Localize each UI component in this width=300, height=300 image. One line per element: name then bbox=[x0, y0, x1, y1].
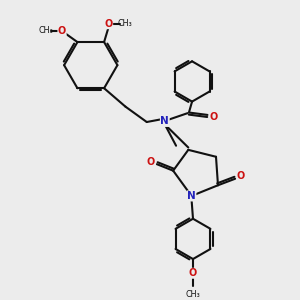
Text: O: O bbox=[210, 112, 218, 122]
Text: N: N bbox=[160, 116, 169, 126]
Text: O: O bbox=[189, 268, 197, 278]
Text: CH₃: CH₃ bbox=[186, 290, 200, 298]
Text: O: O bbox=[104, 19, 113, 29]
Text: CH₃: CH₃ bbox=[38, 26, 53, 35]
Text: CH₃: CH₃ bbox=[117, 19, 132, 28]
Text: O: O bbox=[58, 26, 66, 36]
Text: O: O bbox=[147, 157, 155, 167]
Text: N: N bbox=[187, 191, 196, 201]
Text: O: O bbox=[237, 171, 245, 182]
